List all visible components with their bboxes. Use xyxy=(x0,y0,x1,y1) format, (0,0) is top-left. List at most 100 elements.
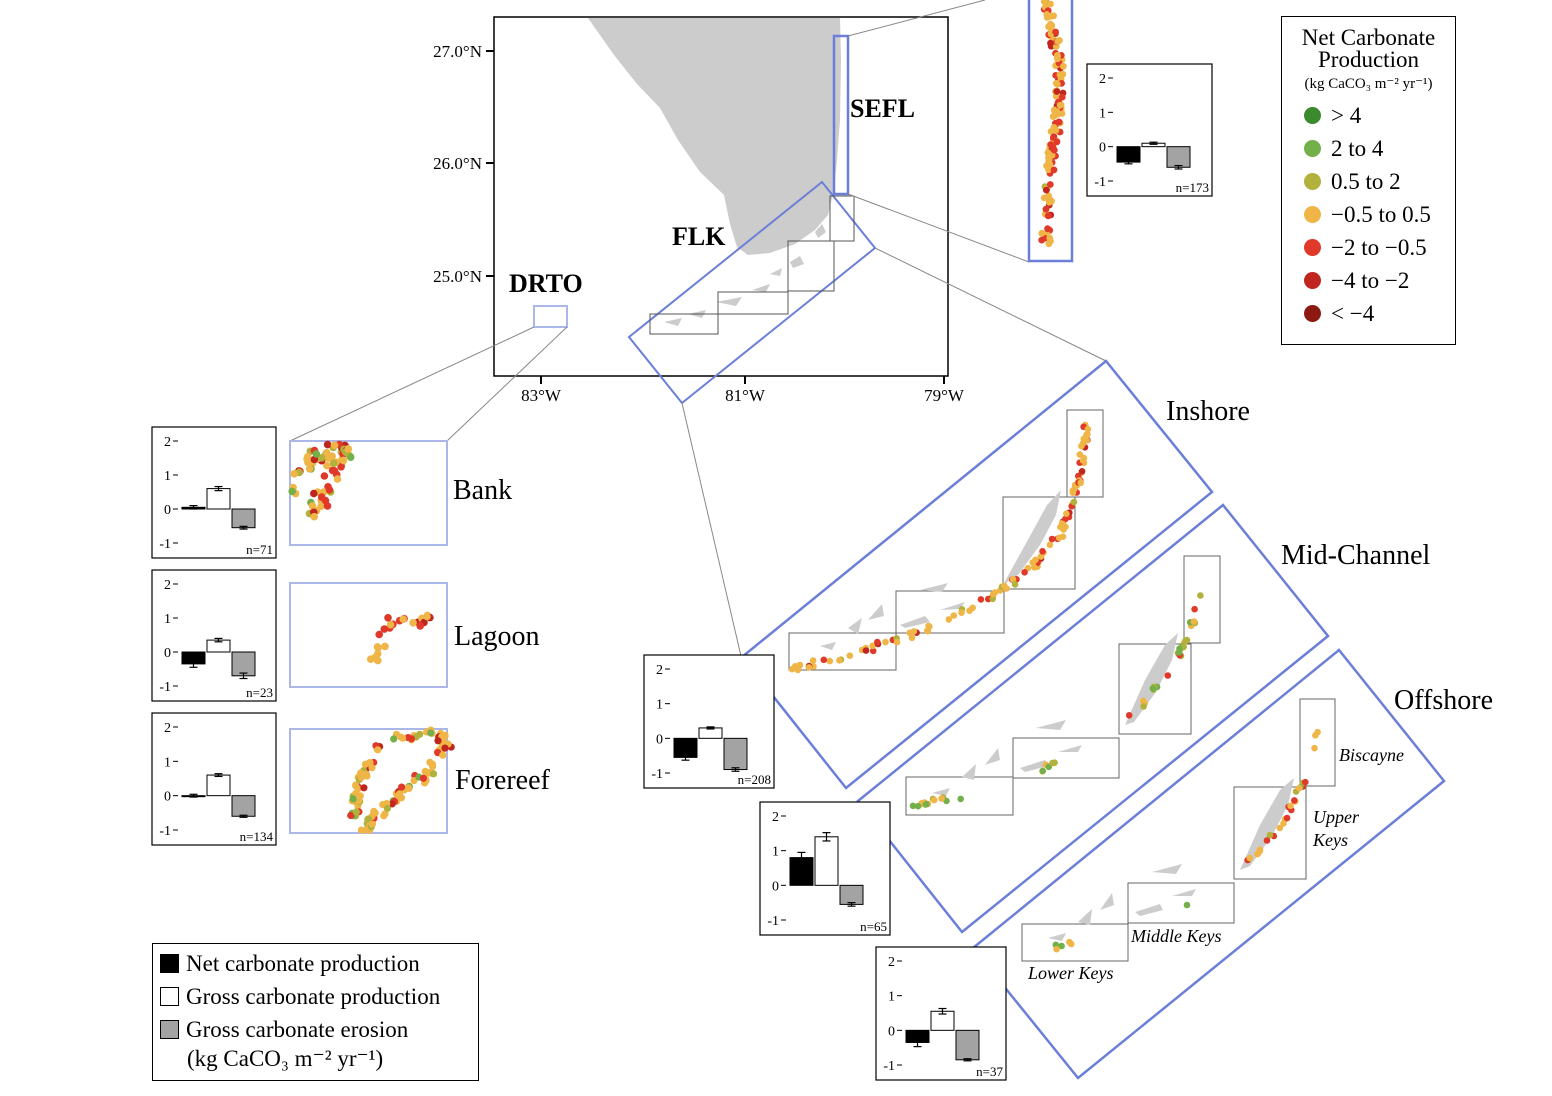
site-point xyxy=(409,619,417,627)
site-point xyxy=(368,820,376,828)
bar-n-label: n=134 xyxy=(240,829,274,844)
site-point xyxy=(1038,229,1046,237)
forereef-sites xyxy=(347,726,455,834)
site-point xyxy=(1190,618,1198,625)
bar-y-tick-label: 2 xyxy=(1099,72,1106,87)
site-point xyxy=(362,770,371,778)
inshore-subregion-grid xyxy=(788,409,1104,671)
legend-swatch xyxy=(1304,272,1321,289)
bar-panel-frame xyxy=(151,426,277,559)
midchannel-subregion-grid xyxy=(905,555,1221,816)
site-point xyxy=(1077,479,1084,487)
site-point xyxy=(312,450,321,458)
site-point xyxy=(1055,118,1063,126)
bar-erosion xyxy=(231,508,256,529)
bar-y-tick-label: -1 xyxy=(159,680,171,695)
midchannel-keys xyxy=(932,633,1178,796)
inshore-keys xyxy=(820,490,1061,650)
habitat-label-midchannel: Mid-Channel xyxy=(1281,540,1431,571)
offshore-inset-frame xyxy=(971,648,1446,1080)
site-point xyxy=(1059,62,1067,70)
lat-label-27: 27.0°N xyxy=(433,42,482,61)
legend-class-label: −0.5 to 0.5 xyxy=(1331,201,1431,227)
site-point xyxy=(439,751,447,759)
bar-legend-swatch-gross xyxy=(160,987,179,1006)
legend-class-label: −2 to −0.5 xyxy=(1331,234,1427,260)
site-point xyxy=(373,643,382,651)
bar-panel-frame xyxy=(151,569,277,702)
error-bar xyxy=(189,659,198,668)
bar-y-tick-label: -1 xyxy=(883,1059,895,1074)
habitat-label-bank: Bank xyxy=(453,475,512,506)
bar-erosion xyxy=(839,884,864,905)
site-point xyxy=(796,661,804,669)
bar-legend-unit: (kg CaCO₃ m⁻² yr⁻¹) xyxy=(187,1046,384,1071)
site-point xyxy=(938,795,945,802)
site-point xyxy=(1053,52,1061,59)
site-point xyxy=(1046,152,1054,159)
site-point xyxy=(977,596,985,603)
site-point xyxy=(441,731,449,739)
bar-y-tick-label: 0 xyxy=(1099,141,1106,156)
bar-y-tick-label: 0 xyxy=(164,790,171,805)
site-point xyxy=(1084,425,1092,433)
site-point xyxy=(910,628,918,635)
error-bar xyxy=(189,505,198,510)
site-point xyxy=(310,512,319,521)
site-point xyxy=(325,486,334,494)
site-point xyxy=(846,652,854,659)
legend-unit: (kg CaCO₃ m⁻² yr⁻¹) xyxy=(1304,76,1433,92)
inshore-inset-frame xyxy=(740,359,1214,790)
bar-y-tick-label: 1 xyxy=(164,755,171,770)
site-point xyxy=(1037,553,1045,560)
error-bar xyxy=(189,793,198,798)
site-point xyxy=(303,452,312,461)
site-point xyxy=(989,591,997,598)
legend-title-line1: Net Carbonate xyxy=(1301,25,1436,50)
site-point xyxy=(371,809,379,817)
site-point xyxy=(310,489,318,498)
site-point xyxy=(945,616,953,623)
error-bar xyxy=(1174,164,1183,170)
site-point xyxy=(1021,569,1028,576)
bar-y-tick-label: 1 xyxy=(656,698,663,713)
site-point xyxy=(427,729,435,737)
error-bar xyxy=(239,814,248,818)
legend-swatch xyxy=(1304,305,1321,322)
site-point xyxy=(869,642,876,650)
site-point xyxy=(329,459,338,468)
legend-class-item: −0.5 to 0.5 xyxy=(1282,198,1455,231)
site-point xyxy=(1296,784,1303,792)
site-point xyxy=(1011,581,1019,588)
site-point xyxy=(893,638,901,646)
site-point xyxy=(1053,945,1060,953)
site-point xyxy=(1058,93,1066,101)
site-point xyxy=(441,744,449,752)
site-point xyxy=(404,784,412,792)
error-bar xyxy=(731,767,740,772)
site-point xyxy=(1176,645,1183,652)
site-point xyxy=(969,604,976,612)
legend-class-label: 2 to 4 xyxy=(1331,135,1384,161)
site-point xyxy=(1191,605,1198,613)
site-point xyxy=(1056,101,1064,109)
site-point xyxy=(908,634,916,642)
site-point xyxy=(308,502,317,510)
region-label-sefl: SEFL xyxy=(850,94,915,123)
bar-legend-label-gross: Gross carbonate production xyxy=(186,984,441,1009)
site-point xyxy=(1044,225,1051,233)
subregion-label-biscayne: Biscayne xyxy=(1339,745,1404,765)
flk-insets: Inshore Mid-Channel Offshore Bi xyxy=(740,359,1493,1080)
habitat-label-lagoon: Lagoon xyxy=(454,621,540,652)
legend-swatch xyxy=(1304,107,1321,124)
site-point xyxy=(388,800,396,808)
bar-legend-net: Net carbonate production xyxy=(153,947,478,980)
sefl-box xyxy=(832,34,850,196)
bar-erosion xyxy=(231,795,256,817)
main-map: 27.0°N 26.0°N 25.0°N 83°W 81°W 79°W SEFL… xyxy=(433,16,965,405)
site-point xyxy=(320,472,329,480)
bar-y-tick-label: 2 xyxy=(888,955,895,970)
site-point xyxy=(958,609,965,616)
site-point xyxy=(398,783,406,791)
